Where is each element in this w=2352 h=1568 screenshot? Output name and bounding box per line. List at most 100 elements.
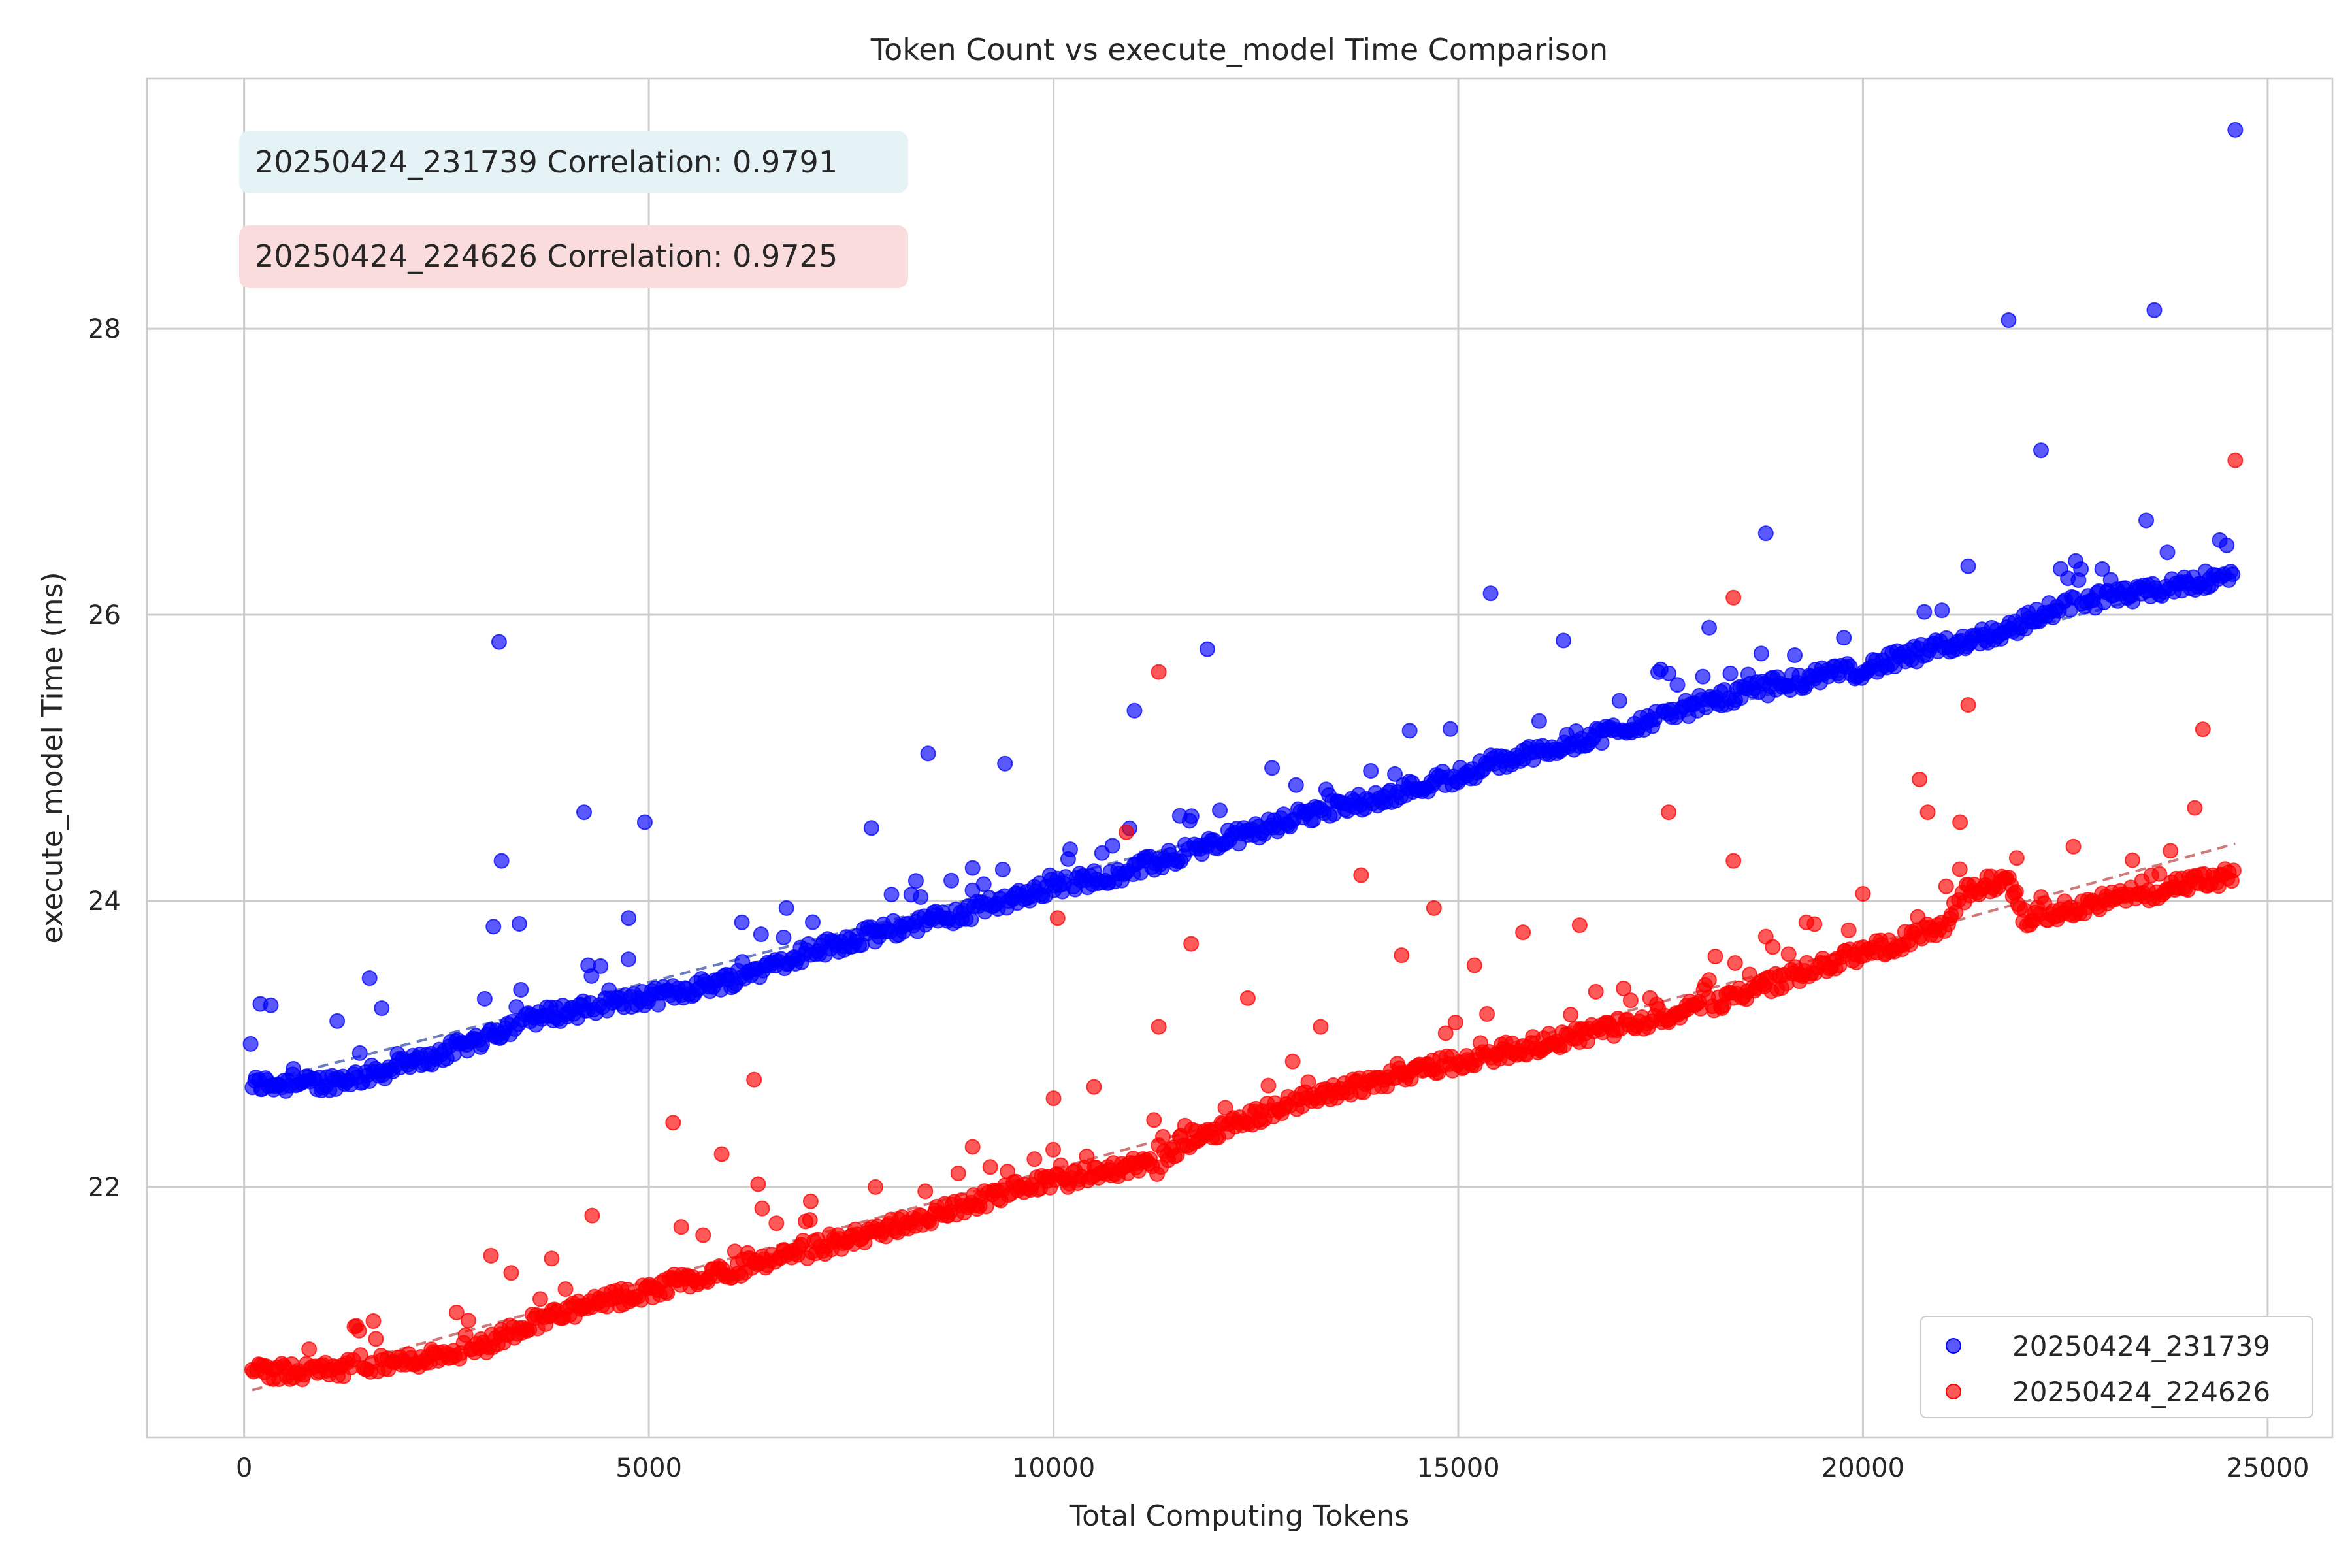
data-point-series-1 <box>476 990 493 1007</box>
data-point-series-2 <box>950 1165 966 1181</box>
x-tick-label: 0 <box>236 1453 252 1483</box>
data-point-series-2 <box>1938 878 1954 894</box>
correlation-annotation-2: 20250424_224626 Correlation: 0.9725 <box>239 225 908 288</box>
outlier-point-series-2 <box>1183 936 1200 952</box>
data-point-series-1 <box>1212 802 1228 819</box>
data-point-series-2 <box>1479 1006 1495 1022</box>
outlier-point-series-2 <box>1466 957 1482 973</box>
outlier-point-series-1 <box>242 1036 259 1052</box>
annotation-text: 20250424_231739 Correlation: 0.9791 <box>255 144 838 180</box>
data-point-series-2 <box>1622 992 1639 1009</box>
outlier-point-series-2 <box>1757 928 1774 945</box>
outlier-point-series-1 <box>1960 558 1976 574</box>
annotation-box <box>239 131 908 193</box>
annotation-text: 20250424_224626 Correlation: 0.9725 <box>255 238 838 274</box>
y-tick-label: 28 <box>88 314 121 344</box>
outlier-point-series-1 <box>778 900 794 916</box>
outlier-point-series-1 <box>636 814 653 830</box>
outlier-point-series-2 <box>1239 990 1256 1006</box>
outlier-point-series-2 <box>750 1176 766 1192</box>
outlier-point-series-1 <box>491 634 507 650</box>
x-tick-label: 15000 <box>1416 1453 1499 1483</box>
outlier-point-series-2 <box>483 1247 499 1264</box>
data-point-series-2 <box>1026 1151 1043 1168</box>
outlier-point-series-2 <box>746 1071 762 1088</box>
outlier-point-series-1 <box>1661 665 1677 681</box>
legend-box <box>1920 1316 2313 1418</box>
x-axis-label: Total Computing Tokens <box>1069 1499 1409 1533</box>
outlier-point-series-1 <box>361 970 378 987</box>
outlier-point-series-2 <box>1151 664 1167 680</box>
data-point-series-1 <box>1695 668 1711 685</box>
data-point-series-2 <box>1780 946 1797 962</box>
outlier-point-series-2 <box>1426 900 1442 916</box>
outlier-point-series-2 <box>2227 452 2244 468</box>
outlier-point-series-2 <box>868 1179 883 1195</box>
data-point-series-2 <box>917 1183 934 1200</box>
data-point-series-2 <box>2225 862 2242 879</box>
outlier-point-series-2 <box>1952 814 1968 830</box>
outlier-point-series-2 <box>2195 721 2211 738</box>
data-point-series-2 <box>768 1215 785 1232</box>
data-point-series-1 <box>1787 647 1803 663</box>
data-point-series-1 <box>963 911 979 928</box>
data-point-series-1 <box>2219 537 2235 553</box>
outlier-point-series-1 <box>1701 619 1718 636</box>
outlier-point-series-2 <box>544 1250 560 1267</box>
outlier-point-series-2 <box>1960 696 1976 713</box>
data-point-series-1 <box>1183 808 1200 825</box>
outlier-point-series-2 <box>665 1115 681 1131</box>
data-point-series-2 <box>1284 1053 1301 1070</box>
data-point-series-2 <box>802 1212 818 1228</box>
y-axis-label: execute_model Time (ms) <box>36 572 69 943</box>
data-point-series-1 <box>1753 645 1769 662</box>
outlier-point-series-1 <box>907 873 924 889</box>
data-point-series-1 <box>1934 602 1950 619</box>
data-point-series-2 <box>982 1159 998 1175</box>
data-point-series-1 <box>913 889 929 905</box>
outlier-point-series-1 <box>1199 641 1215 657</box>
outlier-point-series-1 <box>964 860 981 876</box>
outlier-point-series-1 <box>1126 702 1143 719</box>
data-point-series-2 <box>1701 972 1717 988</box>
data-point-series-1 <box>1836 630 1852 646</box>
outlier-point-series-1 <box>1401 723 1418 739</box>
data-point-series-1 <box>994 862 1011 878</box>
data-point-series-1 <box>286 1061 302 1077</box>
data-point-series-1 <box>513 981 529 998</box>
data-point-series-1 <box>1442 721 1458 737</box>
outlier-point-series-2 <box>673 1219 689 1235</box>
outlier-point-series-1 <box>1264 760 1281 776</box>
outlier-point-series-1 <box>863 820 879 836</box>
data-point-series-1 <box>1062 841 1078 858</box>
data-point-series-2 <box>659 1285 676 1301</box>
y-tick-label: 24 <box>88 887 121 917</box>
data-point-series-1 <box>2073 561 2089 578</box>
outlier-point-series-2 <box>2008 850 2025 866</box>
outlier-point-series-1 <box>485 919 502 935</box>
data-point-series-1 <box>2094 561 2110 577</box>
data-point-series-2 <box>1563 1007 1579 1023</box>
x-tick-label: 5000 <box>615 1453 682 1483</box>
outlier-point-series-1 <box>511 915 527 932</box>
data-point-series-2 <box>351 1322 367 1339</box>
y-tick-label: 22 <box>88 1173 121 1203</box>
tick-labels: 0 5000 10000 15000 20000 25000 22 24 26 28 <box>88 314 2309 1483</box>
data-point-series-2 <box>1437 1025 1454 1041</box>
outlier-point-series-1 <box>997 755 1013 772</box>
outlier-point-series-1 <box>621 910 637 926</box>
outlier-point-series-1 <box>1556 632 1572 649</box>
legend-label-series-1: 20250424_231739 <box>2012 1330 2270 1362</box>
outlier-point-series-2 <box>1086 1079 1102 1095</box>
data-point-series-2 <box>1707 949 1723 965</box>
outlier-point-series-2 <box>2065 838 2082 855</box>
data-point-series-1 <box>2225 566 2241 583</box>
outlier-point-series-2 <box>1045 1090 1062 1107</box>
outlier-point-series-1 <box>1757 525 1774 542</box>
outlier-point-series-1 <box>734 914 750 930</box>
outlier-point-series-2 <box>713 1146 730 1162</box>
outlier-point-series-2 <box>1661 804 1677 821</box>
outlier-point-series-2 <box>1353 867 1369 883</box>
data-point-series-2 <box>460 1313 476 1329</box>
